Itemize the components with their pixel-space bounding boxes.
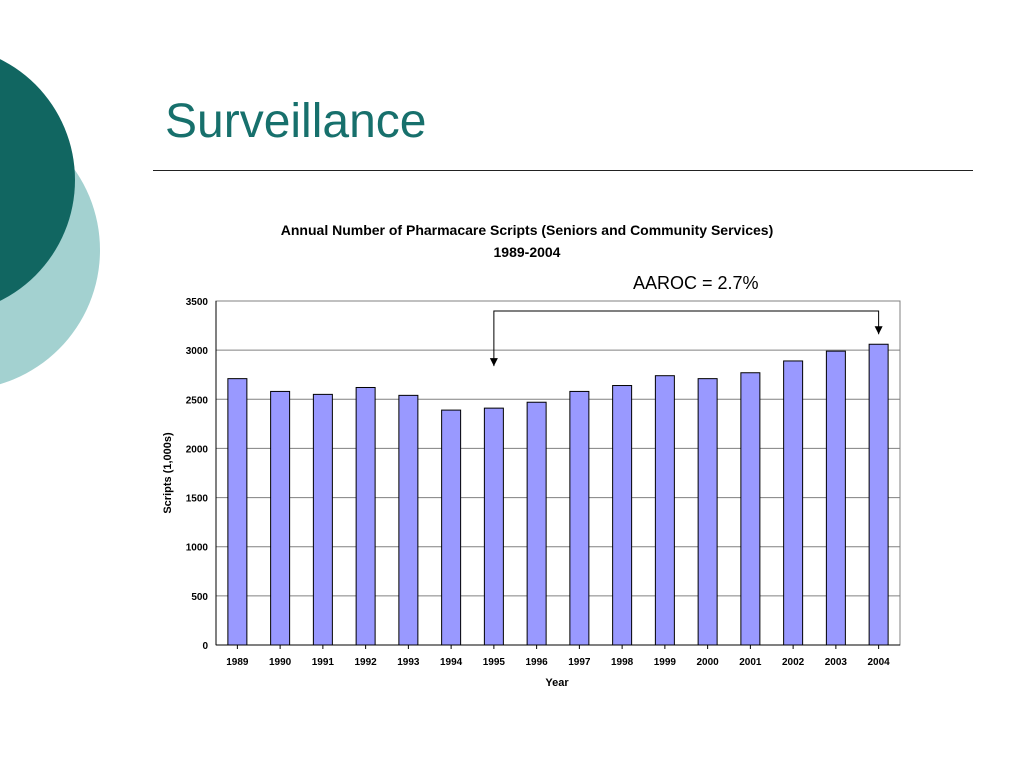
bar-2001 [740, 372, 761, 646]
x-axis-label: Year [545, 677, 569, 689]
x-tick-label: 1996 [526, 657, 549, 668]
arrowhead-down-icon [489, 358, 498, 367]
x-tick-label: 2003 [825, 657, 848, 668]
y-tick-label: 2000 [186, 444, 209, 455]
bar-1998 [612, 385, 633, 646]
bar-1995 [483, 407, 504, 646]
y-tick-label: 3500 [186, 297, 209, 308]
x-tick-label: 1989 [226, 657, 249, 668]
x-tick-label: 1992 [355, 657, 378, 668]
x-tick-label: 1995 [483, 657, 506, 668]
x-tick-label: 1998 [611, 657, 634, 668]
x-tick-label: 1997 [568, 657, 591, 668]
x-tick-label: 1999 [654, 657, 677, 668]
x-tick-label: 1991 [312, 657, 335, 668]
x-tick-label: 2002 [782, 657, 805, 668]
x-tick-label: 1990 [269, 657, 292, 668]
chart-title: Annual Number of Pharmacare Scripts (Sen… [281, 222, 773, 238]
y-tick-label: 1500 [186, 494, 209, 505]
aaroc-annotation: AAROC = 2.7% [633, 273, 759, 293]
bar-2002 [783, 360, 804, 646]
bar-1999 [654, 375, 675, 646]
y-axis-label: Scripts (1,000s) [162, 432, 174, 514]
title-divider [153, 170, 973, 171]
bar-2004 [868, 343, 889, 646]
x-tick-label: 2001 [739, 657, 762, 668]
aaroc-bracket [493, 310, 880, 367]
chart-subtitle: 1989-2004 [494, 244, 561, 260]
arrowhead-down-icon [874, 326, 883, 335]
x-tick-label: 2000 [697, 657, 720, 668]
page-title: Surveillance [165, 95, 427, 148]
y-tick-label: 3000 [186, 346, 209, 357]
y-tick-label: 2500 [186, 395, 209, 406]
x-tick-label: 2004 [868, 657, 891, 668]
bar-1989 [227, 378, 248, 646]
y-tick-label: 0 [202, 641, 208, 652]
bar-1992 [355, 386, 376, 646]
dark-teal-circle [0, 59, 75, 301]
bar-1990 [270, 390, 291, 646]
bar-1997 [569, 390, 590, 646]
y-tick-label: 1000 [186, 543, 209, 554]
y-tick-label: 500 [191, 592, 208, 603]
bar-1993 [398, 394, 419, 646]
bar-1991 [312, 393, 333, 646]
bar-2000 [697, 378, 718, 646]
bar-1996 [526, 401, 547, 646]
bar-2003 [825, 350, 846, 646]
bar-1994 [441, 409, 462, 646]
x-tick-label: 1994 [440, 657, 463, 668]
x-tick-label: 1993 [397, 657, 420, 668]
